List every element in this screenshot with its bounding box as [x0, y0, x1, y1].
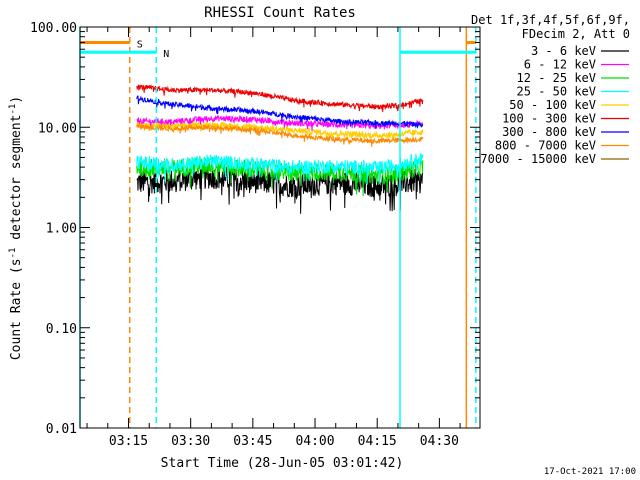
series-line-300-800keV [136, 95, 424, 129]
y-axis-label-part3: ) [9, 96, 24, 104]
y-axis-label-sup1: -1 [8, 248, 18, 259]
series-line-12-25keV [136, 157, 424, 197]
y-axis-label-sup2: -1 [8, 104, 18, 115]
legend-label: 25 - 50 keV [517, 85, 596, 99]
legend-label: 300 - 800 keV [502, 125, 596, 139]
legend: Det 1f,3f,4f,5f,6f,9f, FDecim 2, Att 0 3… [471, 13, 630, 166]
series-line-25-50keV [136, 153, 424, 185]
x-tick-label: 03:45 [233, 434, 272, 449]
flag-annotation-S: S [137, 40, 143, 51]
legend-label: 50 - 100 keV [509, 98, 596, 112]
legend-label: 12 - 25 keV [517, 71, 596, 85]
legend-label: 7000 - 15000 keV [480, 152, 596, 166]
footer-timestamp: 17-Oct-2021 17:00 [544, 467, 636, 477]
legend-label: 800 - 7000 keV [495, 139, 596, 153]
flag-annotation-N: N [163, 49, 169, 60]
x-axis: 03:15 03:30 03:45 04:00 04:15 04:30 [86, 27, 461, 449]
legend-label: 6 - 12 keV [524, 58, 596, 72]
legend-label: 100 - 300 keV [502, 112, 596, 126]
y-tick-label: 0.01 [46, 422, 77, 437]
y-axis: 100.00 10.00 1.00 0.10 0.01 [30, 21, 480, 437]
y-axis-label: Count Rate (s-1 detector segment-1) [8, 96, 24, 360]
x-tick-label: 04:00 [295, 434, 334, 449]
x-tick-label: 03:30 [171, 434, 210, 449]
y-tick-label: 1.00 [46, 222, 77, 237]
legend-header-line1: Det 1f,3f,4f,5f,6f,9f, [471, 13, 630, 27]
series-line-800-7000keV [136, 123, 424, 147]
series-line-100-300keV [136, 84, 424, 113]
y-axis-label-part1: Count Rate (s [9, 258, 24, 360]
legend-header-line2: FDecim 2, Att 0 [522, 27, 630, 41]
plot-data-layer [136, 84, 424, 214]
x-axis-label: Start Time (28-Jun-05 03:01:42) [161, 456, 404, 471]
x-tick-label: 04:30 [420, 434, 459, 449]
series-line-50-100keV [136, 121, 424, 141]
y-tick-label: 0.10 [46, 322, 77, 337]
y-tick-label: 100.00 [30, 21, 77, 36]
y-axis-label-part2: detector segment [9, 115, 24, 248]
chart-title: RHESSI Count Rates [204, 5, 356, 21]
legend-label: 3 - 6 keV [531, 44, 596, 58]
x-tick-label: 03:15 [109, 434, 148, 449]
y-tick-label: 10.00 [38, 121, 77, 136]
x-tick-label: 04:15 [358, 434, 397, 449]
